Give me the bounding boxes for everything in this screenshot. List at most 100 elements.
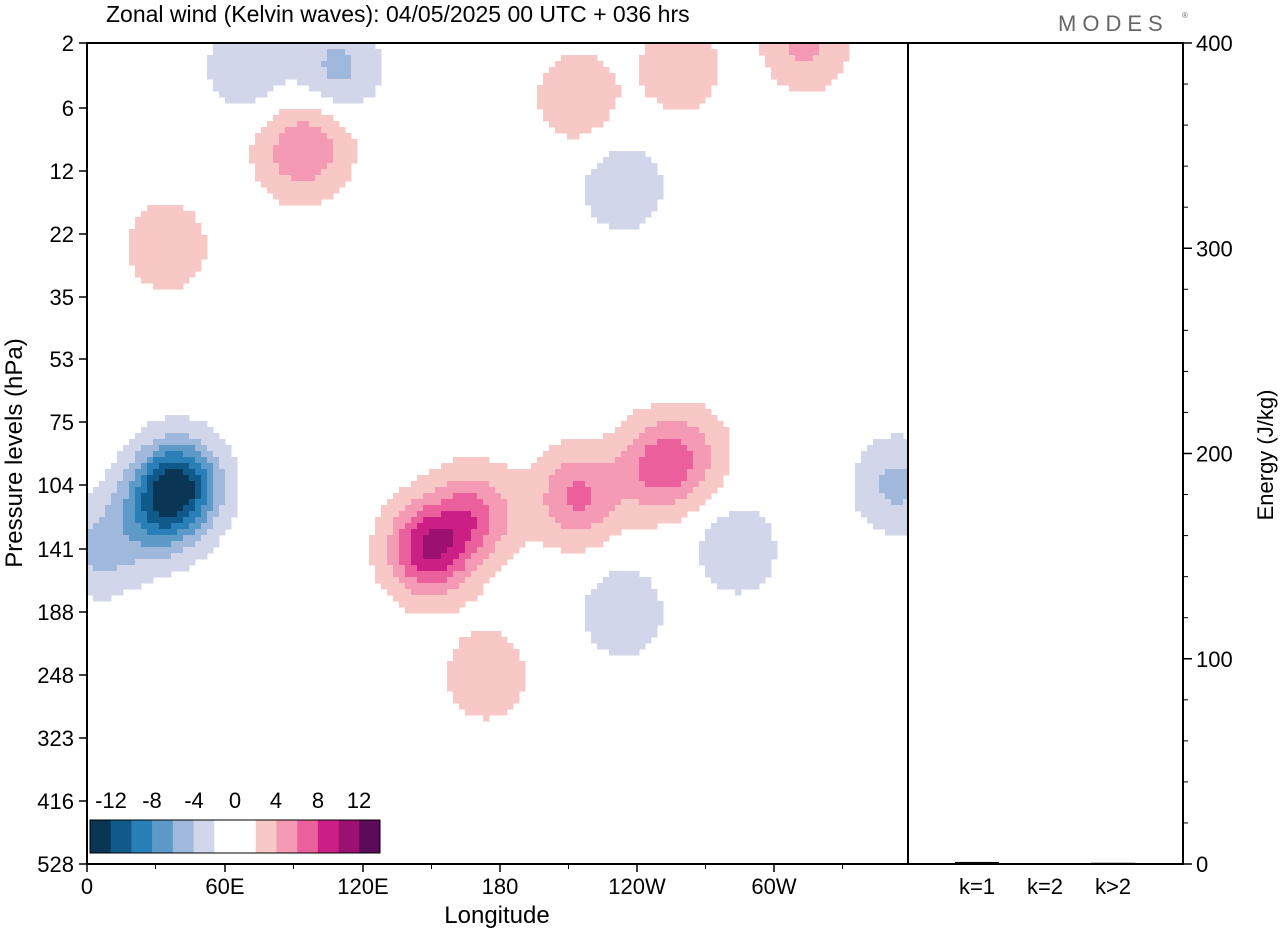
field-cell	[189, 223, 196, 230]
field-cell	[903, 481, 910, 488]
field-cell	[639, 151, 646, 158]
field-cell	[495, 667, 502, 674]
field-cell	[207, 493, 214, 500]
field-cell	[417, 481, 424, 488]
field-cell	[393, 541, 400, 548]
field-cell	[219, 469, 226, 476]
field-cell	[159, 259, 166, 266]
field-cell	[573, 85, 580, 92]
field-cell	[315, 139, 322, 146]
field-cell	[615, 85, 622, 92]
field-cell	[561, 469, 568, 476]
field-cell	[393, 547, 400, 554]
field-cell	[507, 703, 514, 710]
field-cell	[573, 487, 580, 494]
field-cell	[561, 499, 568, 506]
field-cell	[231, 55, 238, 62]
field-cell	[669, 103, 676, 110]
field-cell	[309, 73, 316, 80]
field-cell	[651, 403, 658, 410]
field-cell	[183, 271, 190, 278]
field-cell	[591, 73, 598, 80]
field-cell	[261, 49, 268, 56]
field-cell	[315, 193, 322, 200]
field-cell	[723, 439, 730, 446]
field-cell	[873, 451, 880, 458]
field-cell	[87, 571, 94, 578]
field-cell	[435, 565, 442, 572]
field-cell	[441, 469, 448, 476]
field-cell	[117, 499, 124, 506]
field-cell	[705, 55, 712, 62]
field-cell	[447, 469, 454, 476]
field-cell	[153, 223, 160, 230]
field-cell	[111, 559, 118, 566]
field-cell	[567, 103, 574, 110]
field-cell	[681, 409, 688, 416]
field-cell	[723, 469, 730, 476]
field-cell	[549, 91, 556, 98]
field-cell	[591, 97, 598, 104]
field-cell	[651, 43, 658, 50]
field-cell	[627, 523, 634, 530]
field-cell	[339, 61, 346, 68]
field-cell	[579, 523, 586, 530]
field-cell	[465, 661, 472, 668]
field-cell	[153, 241, 160, 248]
field-cell	[591, 91, 598, 98]
field-cell	[141, 271, 148, 278]
field-cell	[189, 535, 196, 542]
field-cell	[411, 571, 418, 578]
field-cell	[633, 157, 640, 164]
field-cell	[639, 643, 646, 650]
field-cell	[141, 535, 148, 542]
field-cell	[267, 79, 274, 86]
field-cell	[753, 547, 760, 554]
field-cell	[231, 487, 238, 494]
field-cell	[159, 247, 166, 254]
field-cell	[537, 103, 544, 110]
field-cell	[447, 595, 454, 602]
field-cell	[111, 463, 118, 470]
field-cell	[231, 493, 238, 500]
field-cell	[519, 679, 526, 686]
field-cell	[285, 109, 292, 116]
field-cell	[333, 79, 340, 86]
field-cell	[651, 511, 658, 518]
field-cell	[627, 631, 634, 638]
field-cell	[147, 523, 154, 530]
field-cell	[249, 79, 256, 86]
field-cell	[375, 55, 382, 62]
x-axis-label: Longitude	[444, 902, 549, 929]
field-cell	[471, 517, 478, 524]
field-cell	[645, 445, 652, 452]
field-cell	[405, 505, 412, 512]
field-cell	[621, 523, 628, 530]
field-cell	[285, 121, 292, 128]
field-cell	[771, 541, 778, 548]
field-cell	[129, 475, 136, 482]
field-cell	[321, 43, 328, 50]
field-cell	[645, 67, 652, 74]
field-cell	[309, 133, 316, 140]
field-cell	[657, 439, 664, 446]
field-cell	[753, 523, 760, 530]
field-cell	[843, 49, 850, 56]
field-cell	[603, 481, 610, 488]
field-cell	[273, 181, 280, 188]
field-cell	[273, 175, 280, 182]
field-cell	[177, 277, 184, 284]
field-cell	[213, 79, 220, 86]
field-cell	[603, 217, 610, 224]
field-cell	[621, 625, 628, 632]
field-cell	[819, 79, 826, 86]
field-cell	[525, 481, 532, 488]
field-cell	[627, 469, 634, 476]
field-cell	[537, 91, 544, 98]
field-cell	[669, 493, 676, 500]
field-cell	[171, 469, 178, 476]
field-cell	[585, 181, 592, 188]
field-cell	[645, 205, 652, 212]
field-cell	[135, 223, 142, 230]
field-cell	[633, 421, 640, 428]
